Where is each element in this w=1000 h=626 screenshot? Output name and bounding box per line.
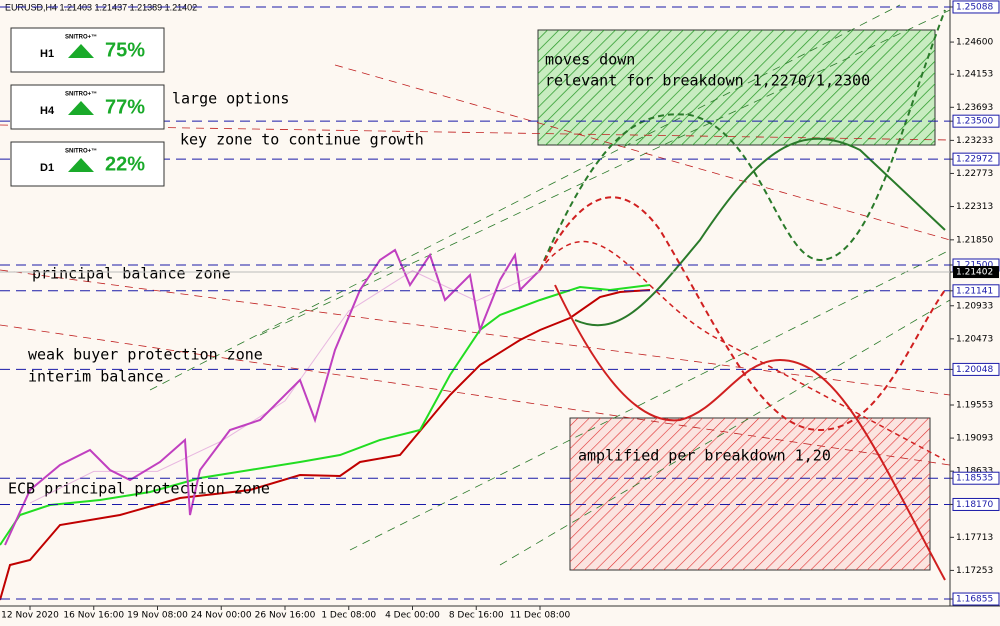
panel-box [10, 84, 165, 130]
annotation: weak buyer protection zone [28, 346, 263, 364]
x-tick-label: 11 Dec 08:00 [510, 611, 571, 621]
level-box [952, 592, 1000, 606]
y-tick-label: 1.18170 [956, 500, 993, 510]
annotations: moves down relevant for breakdown 1,2270/… [8, 51, 870, 498]
y-tick-label: 1.22313 [956, 202, 993, 212]
y-tick-label: 1.17253 [956, 566, 993, 576]
y-tick-label: 1.17713 [956, 533, 993, 543]
green-hatch [538, 30, 935, 145]
annotation: key zone to continue growth [180, 131, 424, 149]
panel-box [10, 141, 165, 187]
level-box [952, 284, 1000, 298]
x-tick-label: 4 Dec 00:00 [385, 611, 440, 621]
level-box [952, 471, 1000, 485]
indicator-panel: D1 SNITRO+™ 22% [10, 141, 165, 187]
y-tick-label: 1.18535 [956, 474, 993, 484]
x-tick-label: 26 Nov 16:00 [255, 611, 316, 621]
panel-timeframe: D1 [40, 162, 54, 174]
x-tick-label: 19 Nov 08:00 [127, 611, 188, 621]
y-tick-label: 1.23500 [956, 117, 993, 127]
level-box [952, 0, 1000, 14]
up-arrow [68, 44, 94, 58]
y-tick-label: 1.21141 [956, 286, 993, 296]
indicator-panel: H4 SNITRO+™ 77% [10, 84, 165, 130]
red-hatch [570, 418, 930, 570]
y-tick-label: 1.20933 [956, 301, 993, 311]
y-tick-label: 1.19553 [956, 401, 993, 411]
price-line [29, 270, 541, 504]
indicator-panel: H1 SNITRO+™ 75% [10, 27, 165, 73]
y-tick-label: 1.21850 [956, 235, 993, 245]
y-tick-label: 1.21500 [956, 260, 993, 270]
annotation: relevant for breakdown 1,2270/1,2300 [545, 72, 870, 90]
y-tick-label: 1.18633 [956, 467, 993, 477]
panel-timeframe: H4 [40, 105, 55, 117]
x-tick-label: 16 Nov 16:00 [63, 611, 124, 621]
drawings [0, 4, 951, 601]
y-tick-label: 1.23693 [956, 103, 993, 113]
panel-percent: 75% [105, 39, 145, 61]
panel-brand: SNITRO+™ [65, 91, 97, 98]
x-tick-label: 12 Nov 2020 [1, 611, 59, 621]
y-tick-label: 1.24600 [956, 38, 993, 48]
y-tick-label: 1.24153 [956, 70, 993, 80]
y-tick-label: 1.20473 [956, 334, 993, 344]
x-tick-label: 1 Dec 08:00 [321, 611, 376, 621]
y-tick-label: 1.16855 [956, 595, 993, 605]
panel-percent: 22% [105, 153, 145, 175]
y-tick-label: 1.22773 [956, 169, 993, 179]
annotation: moves down [545, 51, 635, 69]
annotation: large options [172, 90, 289, 108]
y-tick-label: 1.19093 [956, 434, 993, 444]
x-tick-label: 8 Dec 16:00 [449, 611, 504, 621]
annotation: principal balance zone [32, 265, 231, 283]
level-box [952, 497, 1000, 511]
y-tick-label: 1.22972 [956, 155, 993, 165]
level-box [952, 152, 1000, 166]
y-tick-label: 1.25088 [956, 2, 993, 12]
level-box [952, 114, 1000, 128]
annotation: amplified per breakdown 1,20 [578, 447, 831, 465]
panel-percent: 77% [105, 96, 145, 118]
current-box [953, 266, 999, 279]
up-arrow [68, 158, 94, 172]
y-tick-label: 1.23233 [956, 136, 993, 146]
up-arrow [68, 101, 94, 115]
panel-brand: SNITRO+™ [65, 34, 97, 41]
annotation: interim balance [28, 368, 163, 386]
y-tick-label: 1.21402 [956, 268, 993, 278]
y-tick-label: 1.20048 [956, 365, 993, 375]
x-tick-label: 24 Nov 00:00 [191, 611, 252, 621]
level-box [952, 362, 1000, 376]
annotation: ECB principal protection zone [8, 480, 270, 498]
panel-timeframe: H1 [40, 48, 54, 60]
panel-box [10, 27, 165, 73]
panel-brand: SNITRO+™ [65, 148, 97, 155]
